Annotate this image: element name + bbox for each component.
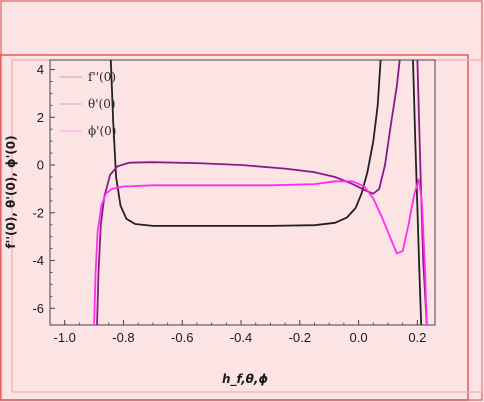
y-tick-label: -2 bbox=[32, 205, 44, 220]
legend-label-fpp: f''(0) bbox=[88, 70, 116, 84]
series-line-fpp bbox=[412, 60, 423, 325]
y-tick-label: 4 bbox=[37, 62, 44, 77]
x-tick-label: -0.2 bbox=[289, 330, 311, 345]
x-axis-title: h_f,θ,ϕ bbox=[222, 372, 268, 387]
series-line-fpp bbox=[109, 60, 382, 227]
series-layer bbox=[93, 60, 428, 325]
x-tick-label: -0.4 bbox=[230, 330, 252, 345]
y-axis-title: f''(0), θ'(0), ϕ'(0) bbox=[4, 135, 18, 248]
x-tick-label: -0.6 bbox=[171, 330, 193, 345]
x-tick-label: -1.0 bbox=[53, 330, 75, 345]
legend: f''(0) θ'(0) ϕ'(0) bbox=[60, 70, 116, 138]
y-ticks: 4 2 0 -2 -4 -6 bbox=[32, 62, 55, 316]
axes bbox=[49, 60, 435, 326]
legend-label-theta: θ'(0) bbox=[88, 97, 116, 111]
inner-frame bbox=[0, 54, 469, 401]
series-line-theta bbox=[96, 60, 401, 325]
legend-label-phi: ϕ'(0) bbox=[88, 124, 116, 138]
x-tick-label: 0.0 bbox=[350, 330, 368, 345]
y-tick-label: -6 bbox=[32, 301, 44, 316]
y-tick-label: 0 bbox=[37, 158, 44, 173]
y-tick-label: 2 bbox=[37, 110, 44, 125]
x-tick-label: 0.2 bbox=[408, 330, 426, 345]
x-ticks: -1.0 -0.8 -0.6 -0.4 -0.2 0.0 0.2 bbox=[53, 320, 426, 345]
y-tick-label: -4 bbox=[32, 253, 44, 268]
series-line-phi bbox=[93, 178, 428, 325]
x-tick-label: -0.8 bbox=[112, 330, 134, 345]
